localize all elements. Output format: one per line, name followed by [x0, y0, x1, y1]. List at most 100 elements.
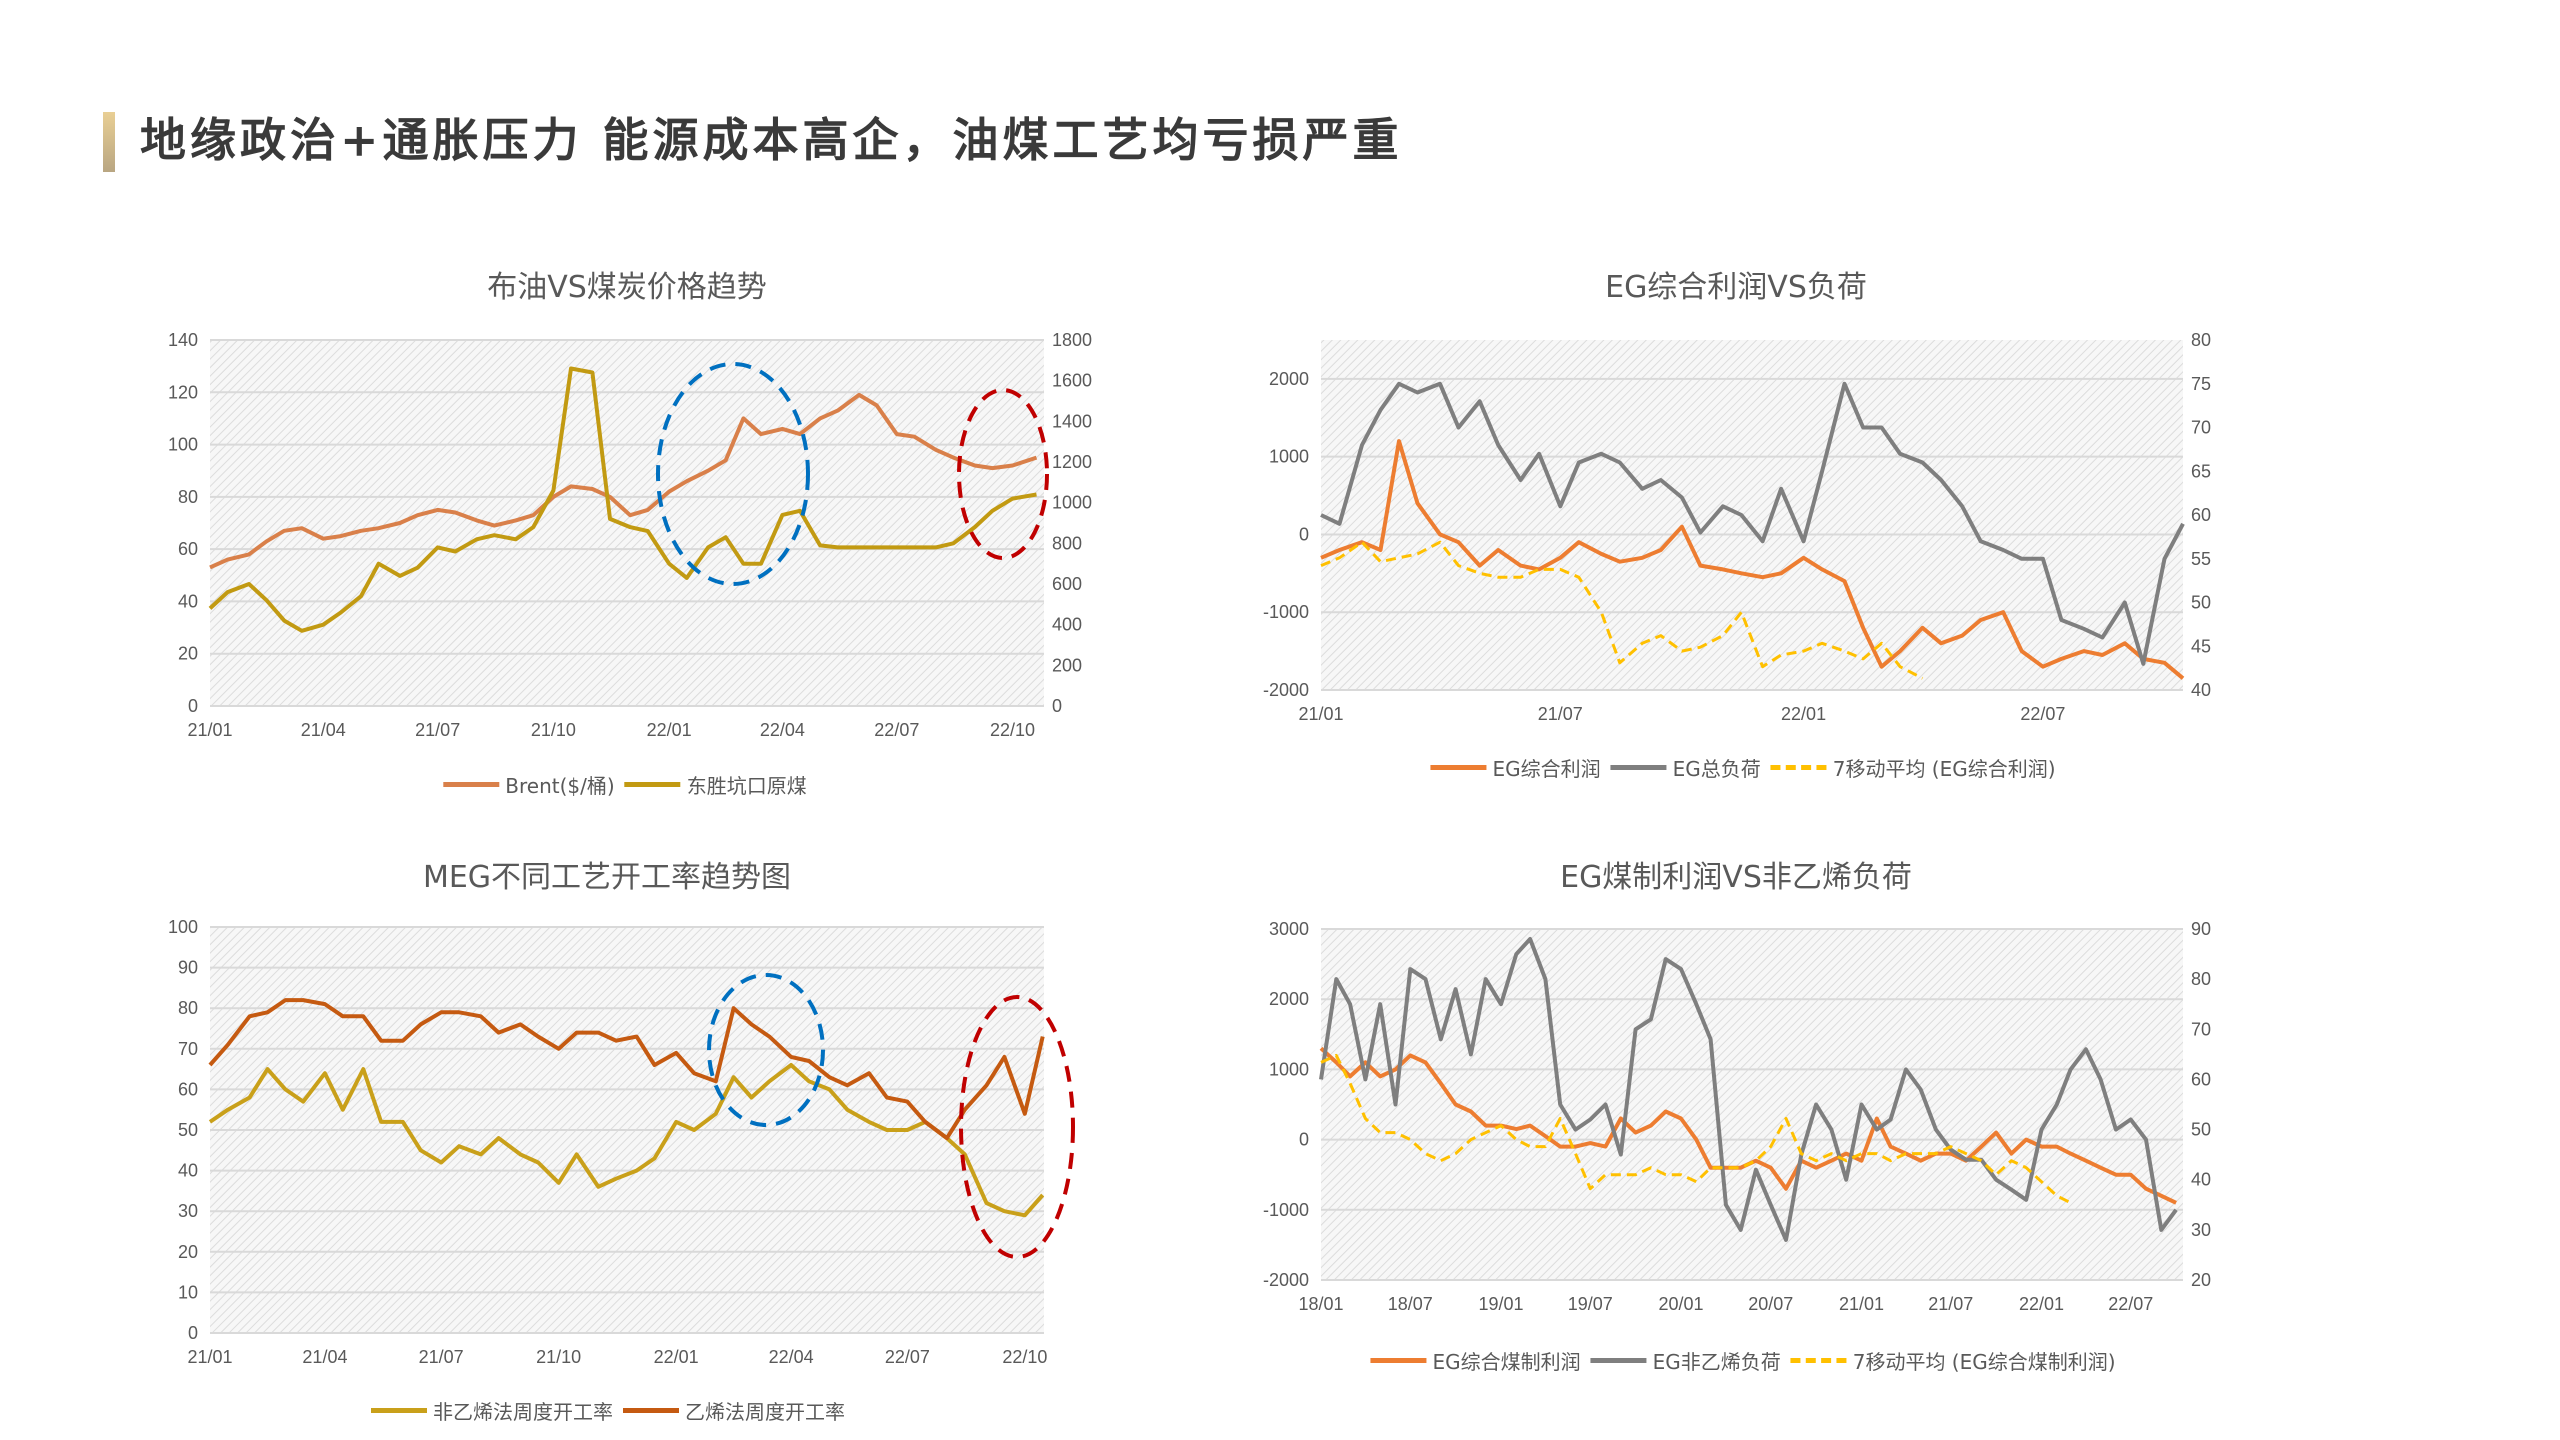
y2-tick-label: 40: [2191, 1170, 2211, 1190]
blue-dashed-ellipse: [656, 362, 810, 586]
x-tick-label: 22/04: [769, 1347, 814, 1367]
legend-label: EG非乙烯负荷: [1652, 1350, 1781, 1374]
y2-tick-label: 1800: [1052, 330, 1092, 350]
y2-tick-label: 60: [2191, 505, 2211, 525]
y-tick-label: 60: [178, 1079, 198, 1099]
x-tick-label: 22/07: [2020, 704, 2065, 724]
x-tick-label: 22/10: [1002, 1347, 1047, 1367]
legend-item: EG综合煤制利润: [1370, 1346, 1581, 1375]
x-tick-label: 18/01: [1298, 1294, 1343, 1314]
legend-swatch: [1610, 765, 1667, 770]
y2-tick-label: 70: [2191, 1019, 2211, 1039]
legend-swatch: [623, 1408, 679, 1413]
red-dashed-ellipse: [959, 995, 1075, 1259]
y-tick-label: -2000: [1263, 680, 1309, 700]
page-title: 地缘政治+通胀压力 能源成本高企，油煤工艺均亏损严重: [140, 113, 1403, 167]
legend-item: 7移动平均 (EG综合煤制利润): [1790, 1346, 2116, 1375]
y-tick-label: 50: [178, 1120, 198, 1140]
y-tick-label: 0: [188, 1323, 198, 1343]
x-tick-label: 22/07: [874, 720, 919, 740]
legend-swatch: [1770, 765, 1827, 770]
legend-swatch: [443, 782, 500, 787]
legend-swatch: [371, 1408, 427, 1413]
legend-item: EG综合利润: [1430, 753, 1601, 782]
legend-label: 非乙烯法周度开工率: [433, 1400, 613, 1424]
legend-label: EG综合煤制利润: [1432, 1350, 1581, 1374]
y-tick-label: 140: [168, 330, 198, 350]
y2-tick-label: 1600: [1052, 371, 1092, 391]
plot-area: [1321, 929, 2183, 1280]
plot-area: [210, 340, 1044, 706]
y-tick-label: 10: [178, 1282, 198, 1302]
y-tick-label: 2000: [1269, 369, 1309, 389]
y2-tick-label: 800: [1052, 533, 1082, 553]
y2-tick-label: 600: [1052, 574, 1082, 594]
chart-title-eg-coal-profit: EG煤制利润VS非乙烯负荷: [1560, 860, 1912, 895]
chart-1: -2000 -1000 0 1000 2000 40 45 50 55 60 65 70 75 80 21/…: [1263, 330, 2211, 724]
chart-3: -2000 -1000 0 1000 2000 3000 20 30 40 50 60 70 80 90 1…: [1263, 919, 2211, 1314]
legend-swatch: [1790, 1358, 1847, 1363]
x-tick-label: 22/01: [654, 1347, 699, 1367]
series-line-1: [208, 366, 1037, 633]
series-line-2: [1320, 1053, 2072, 1205]
legend-item: 东胜坑口原煤: [624, 770, 807, 799]
y2-tick-label: 1400: [1052, 411, 1092, 431]
y2-tick-label: 1000: [1052, 493, 1092, 513]
x-tick-label: 22/01: [1781, 704, 1826, 724]
y-tick-label: 40: [178, 1161, 198, 1181]
y-tick-label: 3000: [1269, 919, 1309, 939]
chart-title-brent-coal: 布油VS煤炭价格趋势: [487, 270, 767, 305]
series-line-1: [208, 998, 1045, 1141]
y-tick-label: -1000: [1263, 1200, 1309, 1220]
x-tick-label: 22/10: [990, 720, 1035, 740]
y2-tick-label: 50: [2191, 1120, 2211, 1140]
legend-item: 7移动平均 (EG综合利润): [1770, 753, 2056, 782]
x-tick-label: 20/01: [1658, 1294, 1703, 1314]
x-tick-label: 21/07: [419, 1347, 464, 1367]
legend-item: 乙烯法周度开工率: [623, 1396, 845, 1425]
legend-swatch: [1590, 1358, 1647, 1363]
title-accent-bar: [103, 112, 115, 172]
x-tick-label: 22/07: [885, 1347, 930, 1367]
y-tick-label: 1000: [1269, 1059, 1309, 1079]
series-line-0: [208, 1063, 1045, 1218]
chart-title-eg-profit-load: EG综合利润VS负荷: [1605, 270, 1867, 305]
x-tick-label: 22/01: [647, 720, 692, 740]
y-tick-label: 20: [178, 1242, 198, 1262]
x-tick-label: 21/07: [1538, 704, 1583, 724]
legend-swatch: [1370, 1358, 1427, 1363]
y-tick-label: 0: [1299, 524, 1309, 544]
y2-tick-label: 80: [2191, 330, 2211, 350]
legend-label: Brent($/桶): [505, 774, 615, 798]
chart-title-meg-rates: MEG不同工艺开工率趋势图: [422, 860, 792, 895]
red-dashed-ellipse: [957, 388, 1049, 560]
chart-2: 0 10 20 30 40 50 60 70 80 90 100 21/01 21/04 21/07 21/…: [168, 917, 1047, 1367]
series-line-0: [209, 392, 1038, 570]
legend-swatch: [624, 782, 681, 787]
legend-label: 7移动平均 (EG综合煤制利润): [1852, 1350, 2116, 1374]
x-tick-label: 21/10: [531, 720, 576, 740]
annotation-ellipses: [656, 362, 1075, 1259]
series-line-2: [1320, 540, 1924, 680]
series-line-1: [1320, 381, 2185, 666]
x-tick-label: 21/10: [536, 1347, 581, 1367]
x-tick-label: 21/01: [1839, 1294, 1884, 1314]
blue-dashed-ellipse: [707, 973, 825, 1127]
legend-meg-rates: 非乙烯法周度开工率 乙烯法周度开工率: [371, 1396, 849, 1425]
x-tick-label: 19/07: [1568, 1294, 1613, 1314]
y2-tick-label: 65: [2191, 461, 2211, 481]
y-tick-label: 100: [168, 917, 198, 937]
y2-tick-label: 50: [2191, 593, 2211, 613]
y-tick-label: 100: [168, 435, 198, 455]
legend-eg-coal-profit: EG综合煤制利润 EG非乙烯负荷 7移动平均 (EG综合煤制利润): [1370, 1346, 2119, 1375]
x-tick-label: 22/07: [2108, 1294, 2153, 1314]
legend-item: Brent($/桶): [443, 770, 615, 799]
legend-label: EG综合利润: [1492, 757, 1601, 781]
y-tick-label: 20: [178, 644, 198, 664]
x-tick-label: 21/04: [302, 1347, 347, 1367]
series-line-1: [1319, 937, 2178, 1242]
y2-tick-label: 30: [2191, 1220, 2211, 1240]
y-tick-label: 70: [178, 1039, 198, 1059]
legend-label: EG总负荷: [1672, 757, 1761, 781]
